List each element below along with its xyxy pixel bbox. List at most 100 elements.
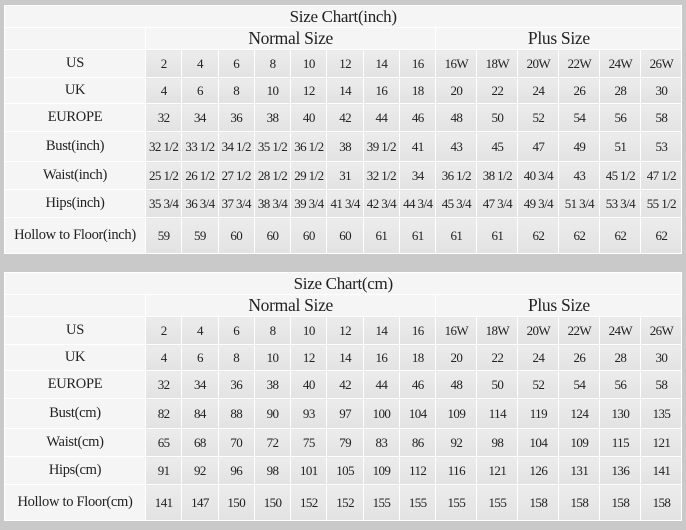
- size-value-cell: 53 3/4: [599, 189, 642, 218]
- size-value-cell: 45 1/2: [599, 161, 642, 190]
- size-value-cell: 16W: [435, 316, 478, 345]
- size-value-cell: 14: [326, 344, 364, 371]
- size-value-cell: 6: [181, 344, 219, 371]
- size-value-cell: 152: [326, 484, 364, 521]
- normal-size-header: Normal Size: [144, 294, 437, 317]
- size-value-cell: 12: [326, 316, 364, 345]
- size-value-cell: 101: [290, 456, 328, 485]
- size-value-cell: 104: [517, 428, 560, 457]
- size-value-cell: 54: [558, 370, 601, 399]
- size-value-cell: 32: [144, 103, 183, 132]
- size-value-cell: 20: [435, 344, 478, 371]
- size-value-cell: 2: [144, 49, 183, 78]
- size-value-cell: 16: [362, 77, 401, 104]
- size-value-cell: 38 3/4: [253, 189, 292, 218]
- size-value-cell: 65: [144, 428, 183, 457]
- size-value-cell: 6: [217, 316, 255, 345]
- size-value-cell: 42 3/4: [362, 189, 401, 218]
- size-value-cell: 121: [476, 456, 519, 485]
- row-label: Hips(cm): [4, 456, 146, 485]
- row-label: Hollow to Floor(cm): [4, 484, 146, 521]
- size-value-cell: 2: [144, 316, 183, 345]
- size-value-cell: 100: [362, 398, 401, 429]
- size-value-cell: 24W: [599, 49, 642, 78]
- row-label: UK: [4, 77, 146, 104]
- size-value-cell: 32: [144, 370, 183, 399]
- size-table: Size Chart(inch) Normal Size Plus Size US…: [3, 5, 683, 254]
- size-value-cell: 28 1/2: [253, 161, 292, 190]
- size-value-cell: 121: [640, 428, 683, 457]
- row-label: Waist(cm): [4, 428, 146, 457]
- size-value-cell: 22W: [558, 49, 601, 78]
- size-value-cell: 114: [476, 398, 519, 429]
- size-value-cell: 62: [517, 217, 560, 254]
- size-value-cell: 38: [253, 103, 292, 132]
- size-value-cell: 36 3/4: [181, 189, 219, 218]
- size-value-cell: 41: [399, 131, 437, 162]
- size-value-cell: 22W: [558, 316, 601, 345]
- size-value-cell: 72: [253, 428, 292, 457]
- size-value-cell: 112: [399, 456, 437, 485]
- size-chart-cm: Size Chart(cm) Normal Size Plus Size US 2 4…: [3, 272, 683, 521]
- size-value-cell: 119: [517, 398, 560, 429]
- size-value-cell: 10: [253, 344, 292, 371]
- size-value-cell: 26: [558, 77, 601, 104]
- size-value-cell: 109: [558, 428, 601, 457]
- row-label: UK: [4, 344, 146, 371]
- size-value-cell: 141: [144, 484, 183, 521]
- size-value-cell: 56: [599, 103, 642, 132]
- size-value-cell: 10: [290, 49, 328, 78]
- table-row: Hollow to Floor(inch) 59 59 60 60 60 60 61 61 61 6…: [4, 217, 683, 254]
- size-chart-inch: Size Chart(inch) Normal Size Plus Size US…: [3, 5, 683, 254]
- size-value-cell: 10: [253, 77, 292, 104]
- size-value-cell: 79: [326, 428, 364, 457]
- size-value-cell: 51: [599, 131, 642, 162]
- size-value-cell: 38 1/2: [476, 161, 519, 190]
- size-value-cell: 20W: [517, 316, 560, 345]
- corner-cell: [4, 27, 146, 50]
- size-value-cell: 8: [217, 344, 255, 371]
- size-value-cell: 40: [290, 370, 328, 399]
- size-value-cell: 39 1/2: [362, 131, 401, 162]
- size-value-cell: 48: [435, 370, 478, 399]
- table-row: UK 4 6 8 10 12 14 16 18 20 22 24 26 28 30: [4, 344, 683, 371]
- size-value-cell: 44: [362, 103, 401, 132]
- size-value-cell: 26 1/2: [181, 161, 219, 190]
- size-value-cell: 36: [217, 103, 255, 132]
- table-row: US 2 4 6 8 10 12 14 16 16W 18W 20W 22W 24W 26W: [4, 316, 683, 345]
- size-value-cell: 84: [181, 398, 219, 429]
- size-value-cell: 90: [253, 398, 292, 429]
- table-row: Hips(cm) 91 92 96 98 101 105 109 112 116 121 126 131…: [4, 456, 683, 485]
- size-value-cell: 38: [253, 370, 292, 399]
- row-label: EUROPE: [4, 370, 146, 399]
- size-value-cell: 59: [144, 217, 183, 254]
- size-value-cell: 61: [399, 217, 437, 254]
- chart-title: Size Chart(inch): [3, 5, 683, 28]
- size-value-cell: 104: [399, 398, 437, 429]
- size-value-cell: 28: [599, 77, 642, 104]
- size-value-cell: 34: [181, 370, 219, 399]
- size-value-cell: 10: [290, 316, 328, 345]
- size-value-cell: 32 1/2: [144, 131, 183, 162]
- size-value-cell: 45: [476, 131, 519, 162]
- size-value-cell: 18: [399, 344, 437, 371]
- size-value-cell: 158: [599, 484, 642, 521]
- size-value-cell: 109: [362, 456, 401, 485]
- size-value-cell: 54: [558, 103, 601, 132]
- size-value-cell: 26W: [640, 316, 683, 345]
- size-value-cell: 61: [435, 217, 478, 254]
- size-value-cell: 46: [399, 370, 437, 399]
- size-table: Size Chart(cm) Normal Size Plus Size US 2 4…: [3, 272, 683, 521]
- size-value-cell: 50: [476, 103, 519, 132]
- size-value-cell: 40 3/4: [517, 161, 560, 190]
- size-value-cell: 155: [435, 484, 478, 521]
- size-value-cell: 43: [558, 161, 601, 190]
- size-value-cell: 97: [326, 398, 364, 429]
- table-row: Hollow to Floor(cm) 141 147 150 150 152 152 155…: [4, 484, 683, 521]
- size-value-cell: 53: [640, 131, 683, 162]
- size-value-cell: 42: [326, 370, 364, 399]
- row-label: Waist(inch): [4, 161, 146, 190]
- size-value-cell: 45 3/4: [435, 189, 478, 218]
- size-value-cell: 47: [517, 131, 560, 162]
- size-value-cell: 42: [326, 103, 364, 132]
